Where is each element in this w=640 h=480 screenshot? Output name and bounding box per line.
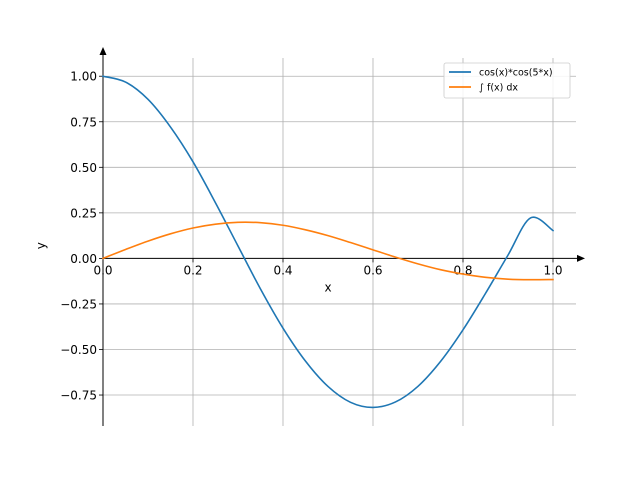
x-tick-label: 0.6 [363, 263, 382, 277]
legend-frame [443, 62, 571, 99]
x-tick-label: 0.4 [273, 263, 292, 277]
x-tick-label: 0.2 [183, 263, 202, 277]
y-tick-label: 0.25 [70, 206, 97, 220]
axes [99, 47, 585, 426]
series [101, 75, 555, 409]
y-tick-label: 0.75 [70, 115, 97, 129]
series-line-0 [102, 75, 555, 409]
y-tick-label: −0.75 [60, 389, 97, 403]
legend-label-0: cos(x)*cos(5*x) [479, 68, 553, 79]
y-tick-label: 0.50 [70, 161, 97, 175]
grid [103, 58, 576, 426]
legend-label-1: ∫ f(x) dx [479, 83, 518, 94]
y-tick-label: −0.50 [60, 343, 97, 357]
x-axis-arrow [577, 254, 585, 262]
y-axis-label: y [34, 242, 48, 249]
legend: cos(x)*cos(5*x) ∫ f(x) dx [443, 62, 571, 99]
y-axis-arrow [99, 47, 107, 55]
ticks: 0.0 0.2 0.4 0.6 0.8 1.01.000.750.500.250.00−0… [60, 70, 562, 403]
x-axis-label: x [324, 280, 331, 294]
x-tick-label: 1.0 [543, 263, 562, 277]
y-tick-label: −0.25 [60, 297, 97, 311]
y-tick-label: 1.00 [70, 70, 97, 84]
y-tick-label: 0.00 [70, 252, 97, 266]
x-tick-label: 0.0 [93, 263, 112, 277]
series-line-1 [101, 221, 554, 281]
